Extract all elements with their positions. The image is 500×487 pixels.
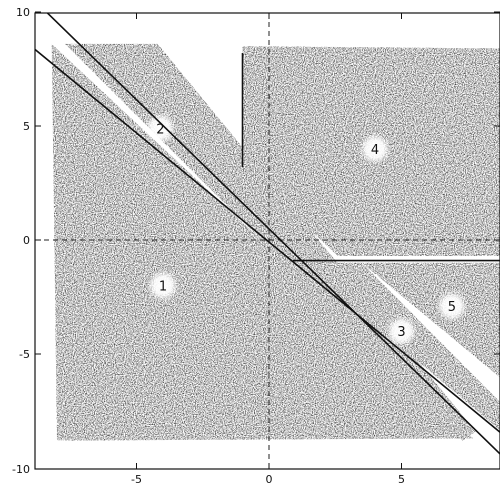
- x-tick-label: -5: [131, 473, 142, 486]
- axis-ticks: -5 0 5 10 5 0 -5 -10: [12, 6, 500, 486]
- x-tick-label: 0: [266, 473, 273, 486]
- region-centers: [144, 112, 468, 348]
- region-4-center: [359, 132, 391, 165]
- y-tick-label: 5: [23, 120, 30, 133]
- y-tick-label: 0: [23, 234, 30, 247]
- y-tick-label: -5: [19, 348, 30, 361]
- region-labels: 1 2 3 4 5: [156, 122, 456, 340]
- region-2-center: [144, 112, 177, 145]
- x-tick-label: 5: [398, 473, 405, 486]
- region-5-shading: [361, 262, 500, 378]
- boundary-lines: [35, 13, 500, 469]
- plot-frame: [34, 12, 500, 470]
- region-5-label: 5: [448, 300, 456, 315]
- boundary-line-1: [35, 48, 500, 434]
- region-3-center: [385, 315, 418, 348]
- y-tick-label: -10: [12, 463, 30, 476]
- region-5-center: [435, 290, 468, 323]
- region-1-label: 1: [159, 280, 167, 295]
- region-1-center: [147, 269, 179, 302]
- region-4-label: 4: [371, 143, 379, 158]
- region-3-label: 3: [397, 325, 405, 340]
- region-2-label: 2: [156, 122, 164, 137]
- boundary-line-2: [46, 13, 500, 455]
- shaded-regions: [51, 43, 500, 441]
- y-tick-label: 10: [16, 6, 30, 19]
